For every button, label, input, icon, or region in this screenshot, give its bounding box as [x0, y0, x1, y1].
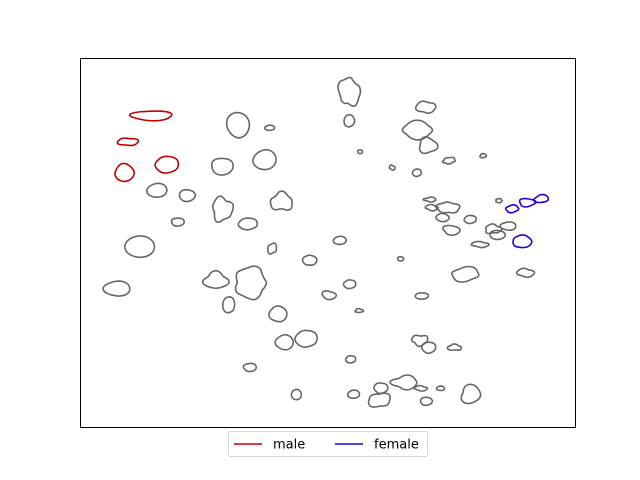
- contour-other-20: [435, 201, 461, 214]
- contour-female-2: [532, 193, 550, 204]
- contour-other-41: [342, 279, 357, 290]
- contour-other-19: [424, 203, 440, 212]
- contour-other-16: [212, 195, 235, 223]
- contour-male-1: [116, 137, 140, 147]
- contour-female-1: [518, 197, 537, 208]
- contour-other-60: [290, 388, 303, 401]
- contour-other-3: [225, 111, 251, 139]
- contour-other-37: [515, 267, 536, 279]
- contour-other-59: [346, 389, 361, 400]
- contour-other-49: [294, 329, 318, 348]
- contour-other-33: [267, 242, 278, 255]
- contour-other-9: [479, 152, 488, 159]
- contour-other-39: [234, 265, 268, 301]
- plot-frame: [80, 58, 576, 428]
- contour-other-62: [419, 396, 434, 407]
- contour-other-29: [489, 229, 507, 241]
- contour-other-26: [441, 224, 461, 237]
- contour-female-0: [504, 204, 520, 214]
- contour-other-47: [410, 334, 429, 348]
- contour-other-23: [463, 214, 477, 225]
- contour-other-12: [388, 164, 396, 171]
- contour-other-44: [222, 296, 236, 314]
- contour-other-11: [210, 157, 234, 176]
- contour-male-2: [114, 162, 135, 183]
- contour-other-0: [337, 76, 362, 108]
- contour-male-0: [128, 110, 173, 122]
- contour-other-32: [332, 235, 347, 246]
- contour-other-42: [321, 290, 338, 301]
- contour-other-4: [263, 124, 276, 132]
- contour-other-48: [421, 341, 437, 355]
- legend-label-male: male: [273, 438, 305, 453]
- contour-other-55: [373, 382, 389, 395]
- contour-other-28: [499, 221, 517, 231]
- contour-other-24: [170, 217, 185, 227]
- contour-other-61: [367, 392, 392, 408]
- contour-other-2: [343, 113, 356, 128]
- legend-label-female: female: [374, 438, 419, 453]
- contour-other-45: [268, 305, 288, 323]
- contour-other-27: [484, 223, 503, 235]
- contour-other-18: [422, 196, 437, 203]
- contour-other-7: [356, 149, 364, 155]
- contour-other-13: [411, 168, 423, 178]
- legend-box: [228, 431, 428, 457]
- contour-other-14: [146, 182, 168, 198]
- contour-other-43: [414, 292, 430, 300]
- contour-other-36: [451, 265, 480, 283]
- contour-layer: [102, 76, 550, 408]
- contour-other-8: [441, 156, 456, 165]
- contour-other-35: [396, 255, 405, 262]
- contour-other-31: [124, 235, 156, 259]
- contour-female-3: [512, 234, 533, 249]
- contour-other-57: [435, 385, 446, 392]
- contour-male-3: [154, 155, 180, 174]
- contour-other-40: [102, 280, 131, 297]
- contour-other-22: [435, 212, 450, 223]
- contour-other-10: [252, 148, 277, 171]
- contour-other-25: [237, 217, 259, 231]
- contour-other-17: [269, 190, 293, 212]
- contour-other-46: [354, 307, 365, 314]
- contour-other-15: [178, 188, 197, 203]
- contour-other-56: [413, 384, 429, 392]
- contour-other-52: [344, 354, 357, 364]
- contour-other-34: [301, 254, 318, 266]
- contour-other-54: [389, 374, 418, 391]
- contour-other-53: [242, 362, 258, 373]
- contour-other-1: [414, 100, 437, 114]
- contour-other-50: [274, 333, 295, 351]
- legend: male female: [228, 431, 428, 457]
- contour-other-58: [460, 383, 482, 405]
- contour-other-21: [495, 197, 503, 204]
- contour-other-38: [201, 269, 230, 290]
- contour-other-30: [470, 240, 490, 249]
- contour-other-6: [418, 136, 439, 155]
- contour-other-51: [446, 343, 463, 352]
